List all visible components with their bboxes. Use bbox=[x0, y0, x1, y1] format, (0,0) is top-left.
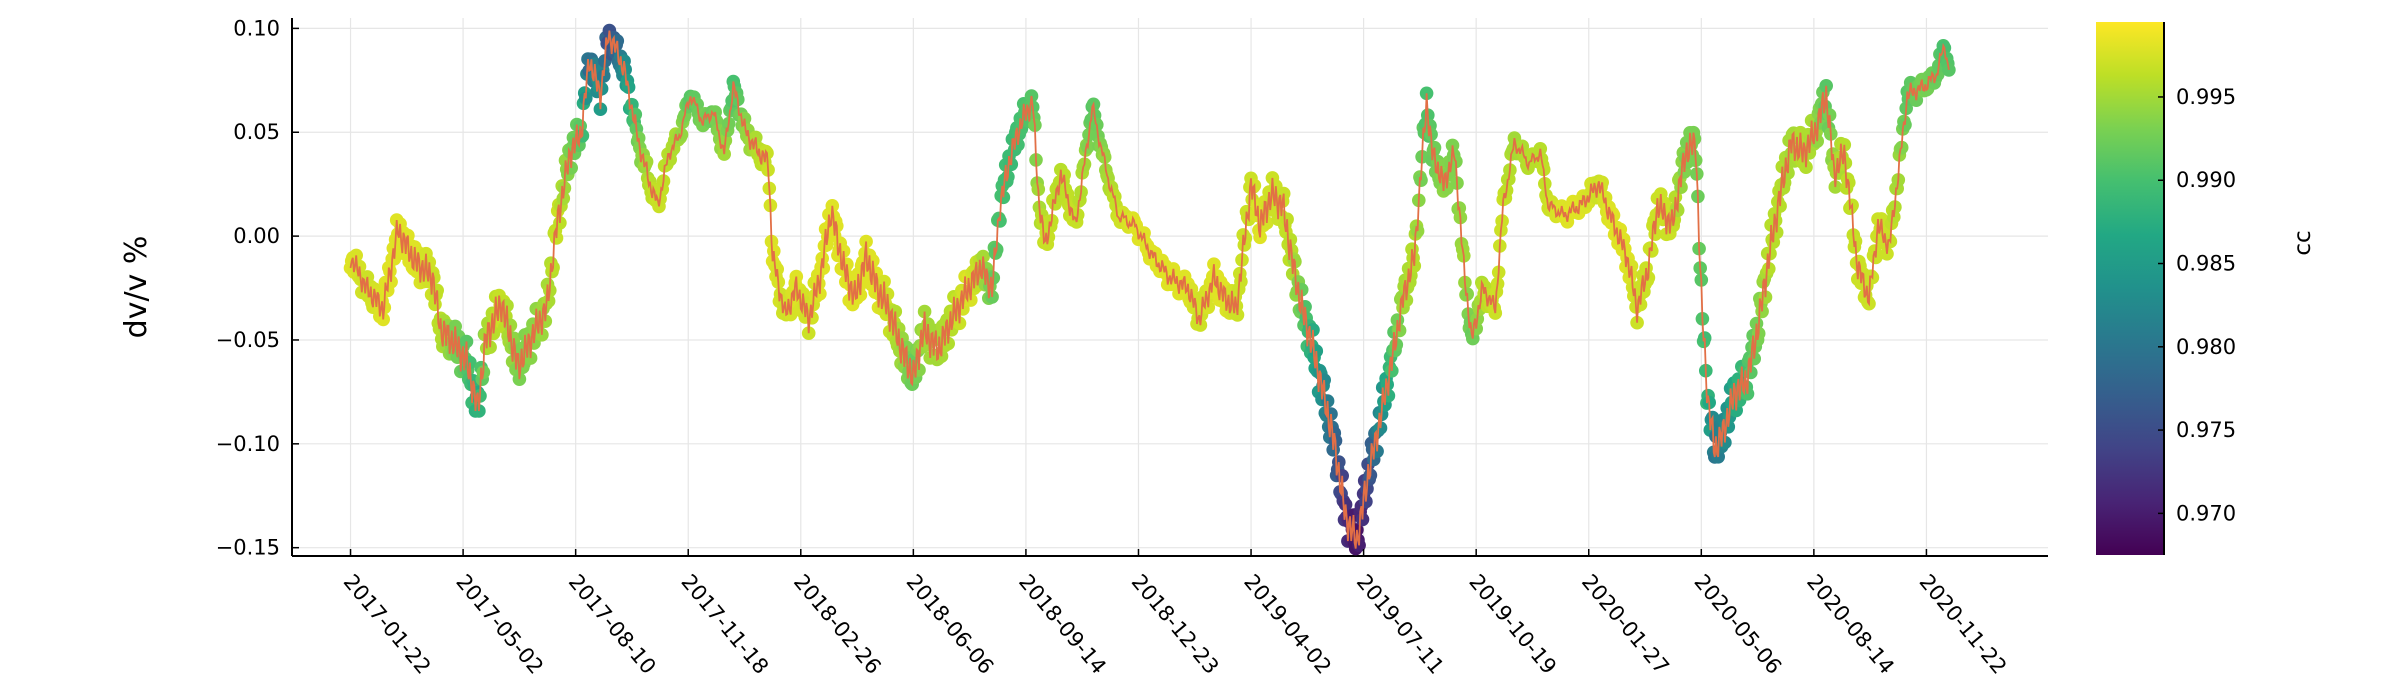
colorbar-tick-label: 0.995 bbox=[2176, 85, 2236, 109]
x-tick-label: 2020-05-06 bbox=[1689, 570, 1786, 679]
colorbar-tick-label: 0.985 bbox=[2176, 252, 2236, 276]
colorbar-tick-label: 0.970 bbox=[2176, 501, 2236, 525]
colorbar-tick-label: 0.980 bbox=[2176, 335, 2236, 359]
scatter-points bbox=[343, 23, 1956, 556]
colorbar: 0.970 0.975 0.980 0.985 0.990 0.995 cc bbox=[2096, 22, 2316, 555]
x-tick-label: 2019-10-19 bbox=[1464, 570, 1561, 679]
y-tick-label: 0.00 bbox=[233, 224, 280, 248]
x-tick-label: 2018-06-06 bbox=[902, 570, 999, 679]
x-axis-ticks: 2017-01-22 2017-05-02 2017-08-10 2017-11-18… bbox=[339, 549, 2012, 679]
colorbar-tick-label: 0.975 bbox=[2176, 418, 2236, 442]
colorbar-title: cc bbox=[2290, 230, 2316, 255]
grid bbox=[292, 18, 2048, 556]
plot-area bbox=[343, 23, 1956, 556]
y-tick-label: −0.05 bbox=[216, 328, 280, 352]
colorbar-scale bbox=[2096, 22, 2164, 555]
y-tick-label: 0.10 bbox=[233, 16, 280, 40]
y-axis-ticks: −0.15 −0.10 −0.05 0.00 0.05 0.10 bbox=[216, 16, 299, 560]
x-tick-label: 2020-08-14 bbox=[1802, 570, 1899, 679]
y-tick-label: 0.05 bbox=[233, 120, 280, 144]
x-tick-label: 2018-09-14 bbox=[1014, 570, 1111, 679]
series-line bbox=[349, 30, 1950, 549]
x-tick-label: 2019-04-02 bbox=[1239, 570, 1336, 679]
x-tick-label: 2017-05-02 bbox=[451, 570, 548, 679]
x-tick-label: 2020-11-22 bbox=[1915, 570, 2012, 679]
x-tick-label: 2017-08-10 bbox=[564, 570, 661, 679]
x-tick-label: 2018-12-23 bbox=[1127, 570, 1224, 679]
y-tick-label: −0.15 bbox=[216, 536, 280, 560]
x-tick-label: 2017-01-22 bbox=[339, 570, 436, 679]
axes bbox=[291, 18, 2048, 557]
x-tick-label: 2018-02-26 bbox=[789, 570, 886, 679]
y-tick-label: −0.10 bbox=[216, 432, 280, 456]
y-axis-title: dv/v % bbox=[119, 236, 154, 339]
x-tick-label: 2020-01-27 bbox=[1577, 570, 1674, 679]
colorbar-ticks: 0.970 0.975 0.980 0.985 0.990 0.995 bbox=[2158, 85, 2236, 525]
x-tick-label: 2017-11-18 bbox=[676, 570, 773, 679]
colorbar-tick-label: 0.990 bbox=[2176, 168, 2236, 192]
x-tick-label: 2019-07-11 bbox=[1352, 570, 1449, 679]
